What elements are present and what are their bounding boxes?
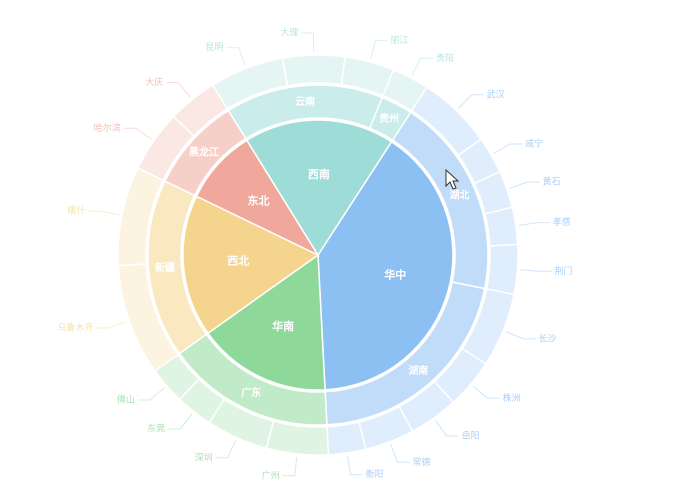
leader-line (166, 81, 191, 98)
segment-label: 华南 (272, 319, 294, 333)
sunburst-segment (265, 420, 330, 456)
leader-line (458, 94, 484, 109)
sunburst-segment (245, 119, 393, 257)
outer-label: 黄石 (543, 175, 561, 187)
segment-label: 东北 (248, 193, 270, 207)
segment-label: 华中 (384, 268, 406, 282)
outer-label: 常德 (413, 456, 431, 468)
leader-line (282, 456, 298, 477)
leader-line (505, 331, 536, 340)
segment-label: 新疆 (155, 261, 175, 274)
segment-label: 黑龙江 (189, 145, 219, 158)
segment-label: 湖南 (408, 364, 428, 377)
outer-label: 株洲 (503, 392, 521, 404)
leader-line (88, 210, 120, 216)
leader-line (301, 32, 315, 53)
leader-line (168, 413, 193, 430)
leader-line (472, 385, 500, 399)
outer-label: 大理 (280, 27, 298, 39)
outer-label: 丽江 (390, 35, 408, 46)
outer-label: 深圳 (195, 452, 213, 463)
segment-label: 广东 (241, 386, 261, 399)
outer-label: 长沙 (539, 332, 557, 344)
segment-label: 西北 (227, 254, 249, 268)
leader-line (518, 222, 550, 226)
leader-line (390, 444, 410, 463)
outer-label: 咸宁 (525, 138, 543, 150)
cursor (445, 168, 460, 190)
leader-line (370, 40, 388, 60)
sunburst-segment (281, 54, 346, 87)
outer-label: 贵阳 (436, 52, 454, 64)
leader-line (123, 127, 152, 140)
outer-label: 大庆 (145, 76, 163, 88)
leader-line (509, 181, 540, 189)
sunburst-segment (206, 253, 326, 391)
outer-label: 哈尔滨 (94, 122, 121, 134)
outer-label: 荆门 (554, 265, 572, 277)
leader-line (347, 455, 363, 476)
outer-label: 广州 (262, 469, 280, 481)
sunburst-segment (182, 195, 320, 335)
segment-label: 湖北 (450, 189, 470, 202)
leader-line (493, 143, 523, 154)
outer-label: 乌鲁木齐 (57, 322, 93, 334)
leader-line (215, 440, 236, 459)
leader-line (520, 269, 552, 272)
outer-label: 佛山 (117, 394, 135, 406)
outer-label: 衡阳 (365, 468, 383, 480)
leader-line (137, 387, 165, 401)
segment-label: 云南 (295, 95, 315, 108)
outer-label: 东莞 (147, 422, 165, 434)
outer-label: 武汉 (487, 88, 505, 100)
sunburst-segment (484, 206, 519, 247)
sunburst-segment (368, 96, 412, 142)
leader-line (411, 57, 433, 76)
outer-label: 岳阳 (462, 429, 480, 441)
leader-line (435, 420, 459, 437)
segment-label: 贵州 (379, 112, 399, 125)
leader-line (96, 321, 127, 329)
outer-label: 孝感 (553, 216, 571, 228)
segment-label: 西南 (308, 167, 330, 181)
sunburst-segment (485, 243, 519, 296)
sunburst-segment (382, 68, 428, 112)
leader-line (226, 47, 246, 66)
outer-label: 喀什 (67, 205, 85, 217)
outer-label: 昆明 (205, 42, 223, 53)
sunburst-segment (326, 421, 367, 456)
